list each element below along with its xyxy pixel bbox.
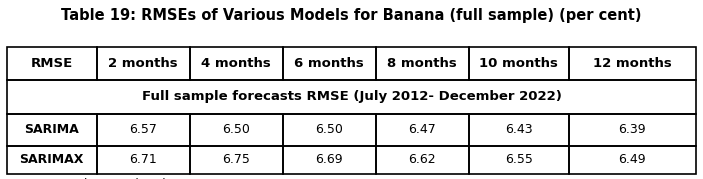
Text: 6.55: 6.55 [505,153,532,166]
Text: 6.47: 6.47 [408,123,436,136]
Bar [469,146,569,174]
Text: 4 months: 4 months [201,57,271,70]
Bar [569,114,696,146]
Text: 6.49: 6.49 [619,153,646,166]
Text: 12 months: 12 months [593,57,671,70]
Text: 8 months: 8 months [387,57,457,70]
Bar [190,146,283,174]
Bar [569,47,696,80]
Bar [96,47,190,80]
Text: 6.57: 6.57 [129,123,157,136]
Bar [7,80,696,114]
Text: 6.62: 6.62 [408,153,436,166]
Bar [569,146,696,174]
Text: Full sample forecasts RMSE (July 2012- December 2022): Full sample forecasts RMSE (July 2012- D… [141,90,562,103]
Bar [96,146,190,174]
Text: SARIMA: SARIMA [25,123,79,136]
Bar [283,114,375,146]
Text: RMSE: RMSE [31,57,73,70]
Bar [190,47,283,80]
Text: 6.43: 6.43 [505,123,532,136]
Text: 6.71: 6.71 [129,153,157,166]
Text: 6.39: 6.39 [619,123,646,136]
Bar [7,47,96,80]
Bar [7,146,96,174]
Text: Table 19: RMSEs of Various Models for Banana (full sample) (per cent): Table 19: RMSEs of Various Models for Ba… [61,8,642,23]
Text: SARIMAX: SARIMAX [20,153,84,166]
Bar [375,114,469,146]
Text: 6.50: 6.50 [315,123,343,136]
Text: 6 months: 6 months [295,57,364,70]
Bar [96,114,190,146]
Text: Authors’ estimations.: Authors’ estimations. [60,178,191,179]
Bar [375,146,469,174]
Bar [469,114,569,146]
Bar [375,47,469,80]
Bar [283,47,375,80]
Bar [283,146,375,174]
Bar [7,114,96,146]
Text: 6.69: 6.69 [316,153,343,166]
Bar [190,114,283,146]
Bar [469,47,569,80]
Text: 6.50: 6.50 [222,123,250,136]
Text: 6.75: 6.75 [222,153,250,166]
Text: 10 months: 10 months [479,57,558,70]
Text: 2 months: 2 months [108,57,178,70]
Text: Source:: Source: [7,178,58,179]
